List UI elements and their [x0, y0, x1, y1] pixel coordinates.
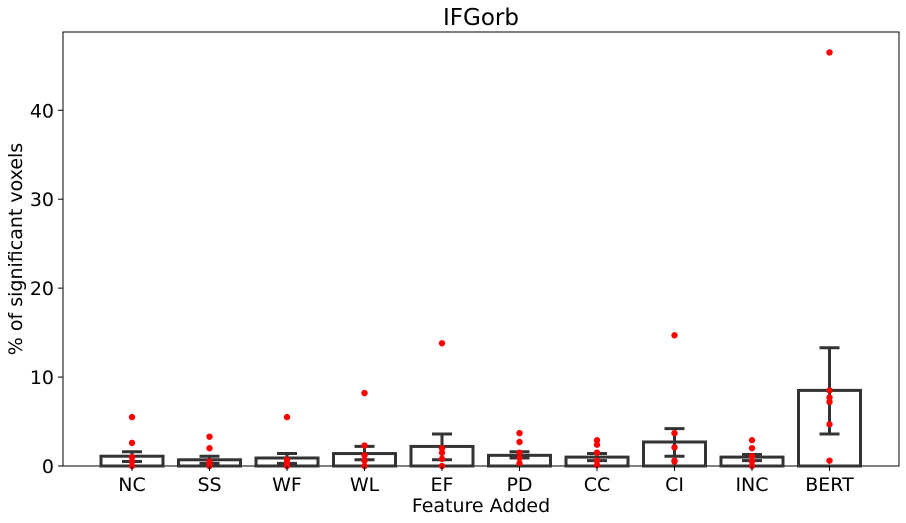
y-tick-label: 40	[30, 100, 54, 122]
y-tick-label: 30	[30, 189, 54, 211]
data-point-bert	[826, 398, 833, 406]
chart-title: IFGorb	[443, 5, 519, 31]
data-point-wf	[283, 413, 291, 421]
data-point-inc	[748, 445, 756, 452]
x-tick-label: PD	[506, 474, 532, 496]
data-point-ci	[671, 332, 678, 339]
data-point-pd	[516, 454, 523, 462]
y-axis-title: % of significant voxels	[5, 143, 27, 355]
data-point-wl	[361, 457, 368, 464]
data-point-nc	[128, 458, 136, 465]
data-point-cc	[593, 457, 601, 464]
data-point-cc	[593, 441, 601, 448]
x-tick-label: EF	[431, 474, 454, 496]
data-point-cc	[593, 449, 601, 456]
x-tick-label: WF	[272, 474, 302, 496]
y-tick-label: 20	[30, 278, 54, 300]
x-tick-label: SS	[197, 474, 221, 496]
x-axis-title: Feature Added	[412, 495, 550, 517]
data-point-wl	[361, 452, 368, 459]
y-tick-label: 10	[30, 367, 54, 389]
plot-area	[62, 31, 900, 467]
data-point-wl	[361, 442, 368, 449]
data-point-ef	[438, 445, 446, 452]
data-point-cc	[593, 461, 601, 469]
data-point-ef	[438, 340, 446, 347]
y-tick-label: 0	[42, 456, 54, 478]
data-point-ci	[671, 429, 678, 437]
data-point-bert	[826, 394, 833, 401]
data-point-nc	[128, 439, 136, 447]
data-point-ci	[671, 458, 678, 465]
data-point-cc	[593, 437, 601, 444]
data-point-pd	[516, 438, 523, 446]
data-point-ss	[206, 445, 213, 452]
data-point-inc	[748, 437, 756, 444]
data-point-inc	[748, 453, 756, 460]
data-point-ci	[671, 444, 678, 451]
data-point-nc	[128, 453, 136, 461]
data-point-bert	[826, 387, 833, 394]
data-point-bert	[826, 421, 833, 428]
data-point-ss	[206, 433, 213, 440]
data-point-inc	[748, 458, 756, 465]
points-group	[128, 49, 833, 470]
data-point-ef	[438, 449, 446, 456]
data-point-nc	[128, 413, 136, 421]
x-axis: NC SS WF WL EF PD CC CI INC BERT	[118, 466, 854, 496]
x-tick-label: NC	[118, 474, 145, 496]
data-point-pd	[516, 460, 523, 467]
data-point-pd	[516, 449, 523, 456]
data-point-bert	[826, 457, 833, 464]
x-tick-label: CI	[665, 474, 684, 496]
y-axis: 0 10 20 30 40	[30, 100, 63, 478]
x-tick-label: CC	[584, 474, 611, 496]
data-point-pd	[516, 429, 523, 437]
x-tick-label: INC	[735, 474, 768, 496]
x-tick-label: WL	[350, 474, 380, 496]
data-point-wl	[361, 389, 368, 397]
data-point-bert	[826, 49, 833, 56]
data-point-ef	[438, 455, 446, 463]
x-tick-label: BERT	[805, 474, 854, 496]
